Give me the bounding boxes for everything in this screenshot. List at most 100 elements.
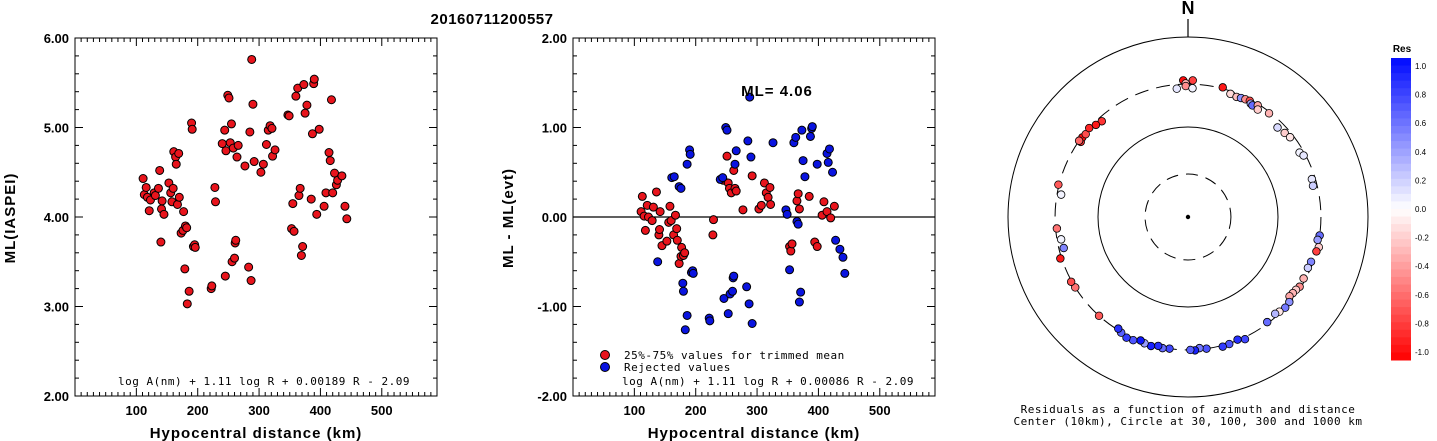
panel1-plot-area: 2.00 3.00 4.00 5.00 6.00 100 200 300 400 500 bbox=[44, 31, 438, 418]
data-point bbox=[224, 93, 234, 103]
colorbar-segment bbox=[1391, 95, 1411, 104]
panel1-x-tick-label: 300 bbox=[248, 403, 270, 418]
colorbar-segment bbox=[1391, 178, 1411, 187]
station-residual bbox=[1052, 224, 1062, 233]
page-title: 20160711200557 bbox=[431, 11, 554, 28]
data-point bbox=[168, 183, 178, 193]
data-point-trimmed bbox=[826, 213, 836, 223]
colorbar-segment bbox=[1391, 186, 1411, 195]
colorbar-segment bbox=[1391, 322, 1411, 331]
panel1-x-tick-label: 200 bbox=[187, 403, 209, 418]
colorbar-segment bbox=[1391, 148, 1411, 157]
station-residual bbox=[1056, 235, 1066, 244]
station-residual bbox=[1154, 341, 1163, 351]
data-point bbox=[319, 201, 329, 211]
station-residual bbox=[1273, 123, 1282, 132]
data-point-rejected bbox=[669, 172, 679, 182]
data-point-trimmed bbox=[655, 207, 665, 217]
data-point bbox=[174, 148, 184, 158]
colorbar-segment bbox=[1391, 80, 1411, 89]
data-point-rejected bbox=[719, 293, 729, 303]
colorbar-segment bbox=[1391, 307, 1411, 316]
colorbar-segment bbox=[1391, 216, 1411, 225]
data-point bbox=[340, 201, 350, 211]
station-residual bbox=[1094, 311, 1104, 320]
data-point-rejected bbox=[828, 167, 838, 177]
ring-100km bbox=[1097, 126, 1279, 308]
station-residual bbox=[1202, 344, 1211, 353]
station-residual bbox=[1308, 181, 1318, 191]
panel2-x-tick-label: 100 bbox=[624, 403, 646, 418]
panel1-formula: log A(nm) + 1.11 log R + 0.00189 R - 2.0… bbox=[118, 375, 410, 388]
panel2-x-tick-label: 200 bbox=[685, 403, 707, 418]
data-point-trimmed bbox=[662, 236, 672, 246]
station-residual bbox=[1218, 342, 1227, 351]
data-point bbox=[296, 250, 306, 260]
data-point-trimmed bbox=[722, 151, 732, 161]
data-point bbox=[171, 159, 181, 169]
panel3-chart: N Residuals as a function of azimuth and… bbox=[1007, 0, 1429, 428]
data-point-rejected bbox=[824, 144, 834, 154]
data-point bbox=[231, 235, 241, 245]
panel1-chart: 2.00 3.00 4.00 5.00 6.00 100 200 300 400 500 ML(I… bbox=[2, 31, 438, 441]
data-point-trimmed bbox=[731, 186, 741, 196]
data-point bbox=[261, 140, 271, 150]
data-point-rejected bbox=[680, 325, 690, 335]
data-point bbox=[288, 199, 298, 209]
panel2-chart: -2.00 -1.00 0.00 1.00 2.00 100 200 300 400 500 ML… bbox=[500, 31, 936, 441]
colorbar-segment bbox=[1391, 133, 1411, 142]
station-residual bbox=[1188, 84, 1197, 93]
panel2-legend-marker-trimmed bbox=[600, 350, 610, 360]
colorbar-segment bbox=[1391, 163, 1411, 172]
data-point-trimmed bbox=[648, 202, 658, 212]
colorbar-tick-label: 0.4 bbox=[1415, 148, 1427, 157]
station-residual bbox=[1281, 303, 1290, 312]
data-point bbox=[230, 253, 240, 263]
data-point bbox=[295, 183, 305, 193]
data-point-rejected bbox=[798, 156, 808, 166]
colorbar-segment bbox=[1391, 193, 1411, 202]
station-residual bbox=[1303, 263, 1313, 273]
data-point bbox=[141, 182, 151, 192]
data-point-rejected bbox=[688, 268, 698, 278]
data-point bbox=[284, 111, 294, 121]
data-point-trimmed bbox=[792, 196, 802, 206]
station-residual bbox=[1066, 277, 1076, 286]
colorbar-segment bbox=[1391, 314, 1411, 323]
colorbar-tick-label: 0.8 bbox=[1415, 91, 1427, 100]
station-residual bbox=[1122, 333, 1131, 342]
data-point-rejected bbox=[793, 219, 803, 229]
data-point bbox=[221, 146, 231, 156]
data-point bbox=[156, 237, 166, 247]
station-residual bbox=[1240, 335, 1250, 344]
colorbar-segment bbox=[1391, 261, 1411, 270]
colorbar-segment bbox=[1391, 284, 1411, 293]
station-residual bbox=[1299, 151, 1308, 160]
station-residual bbox=[1233, 335, 1242, 344]
data-point bbox=[157, 196, 167, 206]
colorbar-segment bbox=[1391, 73, 1411, 82]
station-residual bbox=[1218, 83, 1227, 92]
colorbar-segment bbox=[1391, 239, 1411, 248]
data-point bbox=[220, 125, 230, 135]
data-point-trimmed bbox=[655, 225, 665, 235]
data-point-rejected bbox=[685, 149, 695, 159]
colorbar-title: Res bbox=[1393, 44, 1412, 55]
data-point-rejected bbox=[840, 268, 850, 278]
data-point bbox=[270, 145, 280, 155]
data-point bbox=[153, 183, 163, 193]
data-point-trimmed bbox=[708, 230, 718, 240]
station-residual bbox=[1172, 84, 1181, 93]
colorbar-tick-label: -0.8 bbox=[1415, 319, 1429, 328]
data-point bbox=[307, 129, 317, 139]
data-point bbox=[233, 140, 243, 150]
data-point bbox=[159, 209, 169, 219]
data-point-trimmed bbox=[651, 187, 661, 197]
data-point bbox=[211, 197, 221, 207]
polar-caption-line2: Center (10km), Circle at 30, 100, 300 an… bbox=[1013, 415, 1362, 428]
data-point bbox=[220, 271, 230, 281]
panel1-x-tick-label: 100 bbox=[126, 403, 148, 418]
data-point bbox=[326, 95, 336, 105]
data-point-rejected bbox=[730, 159, 740, 169]
